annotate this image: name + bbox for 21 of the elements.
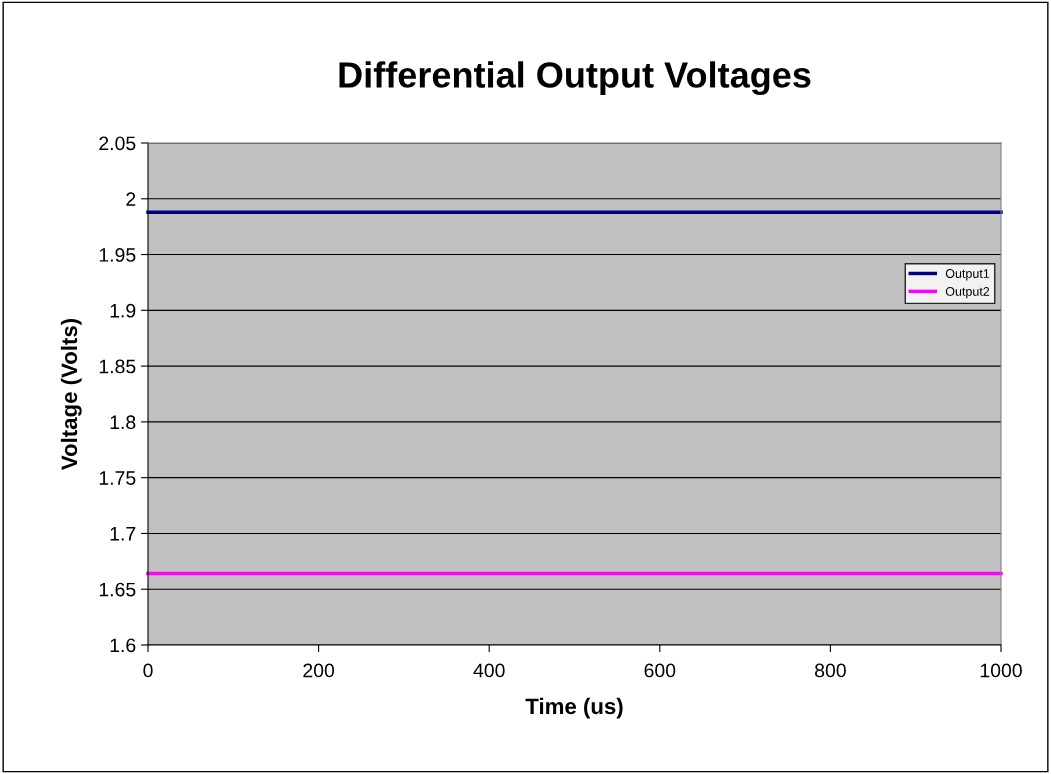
x-tick-label: 0	[143, 663, 153, 678]
legend-label: Output2	[945, 287, 990, 299]
y-tick-label: 1.9	[110, 303, 136, 318]
y-tick-label: 1.7	[110, 527, 136, 541]
y-tick-label: 1.75	[99, 471, 136, 485]
x-tick-label: 200	[303, 663, 335, 678]
x-tick-label: 400	[473, 663, 505, 678]
chart-title: Differential Output Voltages	[339, 61, 811, 96]
x-tick-label: 800	[815, 663, 846, 678]
x-axis-title: Time (us)	[525, 697, 623, 719]
y-tick-label: 1.6	[110, 638, 136, 653]
y-tick-label: 2	[126, 192, 136, 206]
x-tick-label: 1000	[980, 663, 1022, 678]
y-tick-label: 1.8	[110, 415, 136, 430]
y-tick-label: 1.85	[99, 359, 136, 374]
x-tick-label: 600	[644, 663, 676, 678]
y-tick-label: 1.65	[99, 582, 136, 597]
y-tick-label: 1.95	[99, 248, 136, 262]
legend-label: Output1	[945, 269, 990, 281]
y-axis-title: Voltage (Volts)	[60, 318, 82, 470]
y-tick-label: 2.05	[99, 136, 136, 151]
